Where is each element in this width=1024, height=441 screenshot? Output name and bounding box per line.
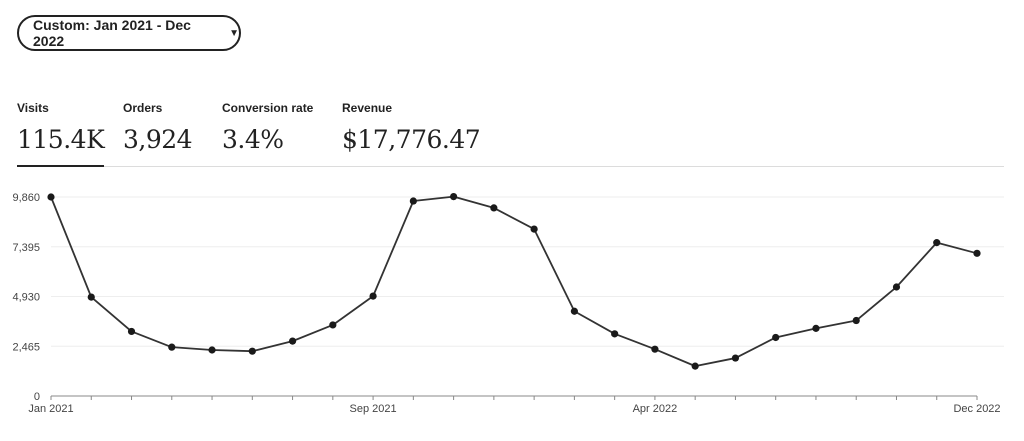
metric-label-orders: Orders xyxy=(123,101,163,115)
data-point xyxy=(47,193,55,201)
data-point xyxy=(168,343,176,351)
metric-label-revenue: Revenue xyxy=(342,101,393,115)
data-point xyxy=(933,239,941,247)
data-point xyxy=(87,293,95,301)
y-tick-label: 9,860 xyxy=(12,192,40,204)
metric-tab-visits[interactable]: Visits 115.4K xyxy=(17,101,105,154)
data-point xyxy=(852,316,860,325)
y-tick-label: 4,930 xyxy=(12,292,40,304)
metric-value-conversion-rate: 3.4% xyxy=(222,125,284,154)
metric-value-revenue: $17,776.47 xyxy=(342,125,481,154)
metric-tab-revenue[interactable]: Revenue $17,776.47 xyxy=(342,101,481,154)
selected-metric-underline xyxy=(17,165,104,167)
x-tick-label: Apr 2022 xyxy=(633,403,678,415)
date-range-dropdown[interactable]: Custom: Jan 2021 - Dec 2022 ▼ xyxy=(17,15,241,51)
data-point xyxy=(530,225,538,233)
data-point xyxy=(812,324,820,332)
data-point xyxy=(329,321,337,329)
data-point xyxy=(288,337,297,345)
x-tick-label: Sep 2021 xyxy=(350,403,397,415)
metric-tab-orders[interactable]: Orders 3,924 xyxy=(123,101,193,154)
caret-down-icon: ▼ xyxy=(229,27,239,39)
metric-label-visits: Visits xyxy=(17,101,49,115)
data-point xyxy=(409,197,417,205)
y-tick-label: 0 xyxy=(34,391,40,403)
tabs-divider xyxy=(17,166,1004,167)
data-point xyxy=(772,333,780,342)
data-point xyxy=(731,354,740,362)
x-tick-label: Jan 2021 xyxy=(28,403,73,415)
data-point xyxy=(450,192,458,201)
axis-layer: 0 2,465 4,930 7,395 9,860 Jan 2021 Sep 2021 Apr… xyxy=(12,192,1000,415)
metric-tab-conversion-rate[interactable]: Conversion rate 3.4% xyxy=(222,101,313,154)
data-point xyxy=(892,283,901,291)
metric-value-orders: 3,924 xyxy=(123,125,193,154)
grid-layer xyxy=(51,196,1004,347)
series-layer xyxy=(47,192,981,370)
visits-line-chart: 0 2,465 4,930 7,395 9,860 Jan 2021 Sep 2021 Apr… xyxy=(12,192,1004,415)
data-point xyxy=(490,204,498,212)
metric-label-conversion-rate: Conversion rate xyxy=(222,101,314,115)
data-point xyxy=(248,347,256,355)
data-point xyxy=(570,307,578,315)
data-point xyxy=(208,346,216,354)
data-point xyxy=(691,362,699,370)
data-point xyxy=(651,345,659,353)
data-point xyxy=(973,249,981,257)
x-tick-label: Dec 2022 xyxy=(953,403,1000,415)
data-point xyxy=(127,327,136,336)
data-point xyxy=(611,330,619,338)
series-line xyxy=(50,195,978,368)
y-tick-label: 2,465 xyxy=(12,341,40,353)
metric-value-visits: 115.4K xyxy=(17,125,105,154)
y-tick-label: 7,395 xyxy=(12,242,40,254)
data-point xyxy=(369,292,377,300)
date-range-label: Custom: Jan 2021 - Dec 2022 xyxy=(33,17,191,49)
